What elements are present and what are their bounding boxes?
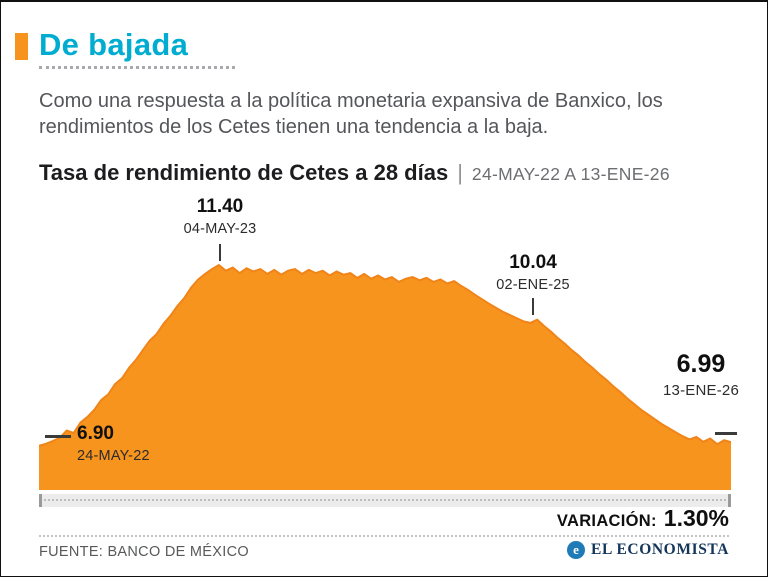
annotation-mid-value: 10.04: [509, 252, 557, 273]
annotation-peak-date: 04-MAY-23: [183, 220, 257, 237]
timeline-scrollbar[interactable]: [39, 494, 731, 507]
area-chart-svg: [39, 263, 731, 490]
annotation-peak-pointer-line: [219, 244, 221, 261]
annotation-end-value: 6.99: [676, 350, 726, 378]
scrollbar-track-line: [44, 499, 726, 501]
chart-heading: Tasa de rendimiento de Cetes a 28 días |…: [39, 160, 670, 186]
area-fill: [39, 265, 731, 490]
annotation-end-pointer-line: [715, 432, 737, 435]
annotation-mid-pointer-line: [532, 298, 534, 315]
annotation-mid: 10.04 02-ENE-25: [496, 252, 570, 294]
source-credit: FUENTE: BANCO DE MÉXICO: [39, 544, 249, 560]
annotation-start-value: 6.90: [77, 423, 114, 444]
page-title: De bajada: [39, 27, 189, 62]
brand-name: EL ECONOMISTA: [591, 541, 729, 558]
heading-separator: |: [457, 160, 463, 185]
variation-label: VARIACIÓN:: [556, 512, 657, 530]
annotation-mid-date: 02-ENE-25: [496, 276, 570, 293]
scrollbar-right-handle[interactable]: [728, 494, 731, 507]
variation-value: 1.30%: [663, 505, 729, 531]
cetes-area-chart: 11.40 04-MAY-23 10.04 02-ENE-25 6.90 24-…: [39, 194, 739, 490]
variation-readout: VARIACIÓN: 1.30%: [557, 505, 729, 532]
area-top-line: [39, 263, 731, 447]
annotation-start-date: 24-MAY-22: [77, 447, 150, 464]
el-economista-e-icon: e: [567, 541, 585, 559]
brand-logo: e EL ECONOMISTA: [567, 541, 729, 559]
scrollbar-left-handle[interactable]: [39, 494, 42, 507]
annotation-start: 6.90 24-MAY-22: [77, 423, 150, 465]
chart-title: Tasa de rendimiento de Cetes a 28 días: [39, 160, 449, 185]
annotation-peak: 11.40 04-MAY-23: [184, 196, 257, 238]
annotation-end-date: 13-ENE-26: [662, 381, 739, 399]
title-accent-block: [15, 33, 28, 60]
header: De bajada: [15, 27, 235, 70]
annotation-end: 6.99 13-ENE-26: [663, 350, 739, 399]
footer-divider: [39, 535, 729, 537]
title-underline: [39, 66, 235, 70]
chart-date-range: 24-MAY-22 A 13-ENE-26: [471, 164, 670, 184]
title-wrap: De bajada: [39, 27, 235, 70]
annotation-start-pointer-line: [45, 435, 71, 438]
annotation-peak-value: 11.40: [196, 196, 244, 217]
intro-text: Como una respuesta a la política monetar…: [39, 90, 663, 139]
